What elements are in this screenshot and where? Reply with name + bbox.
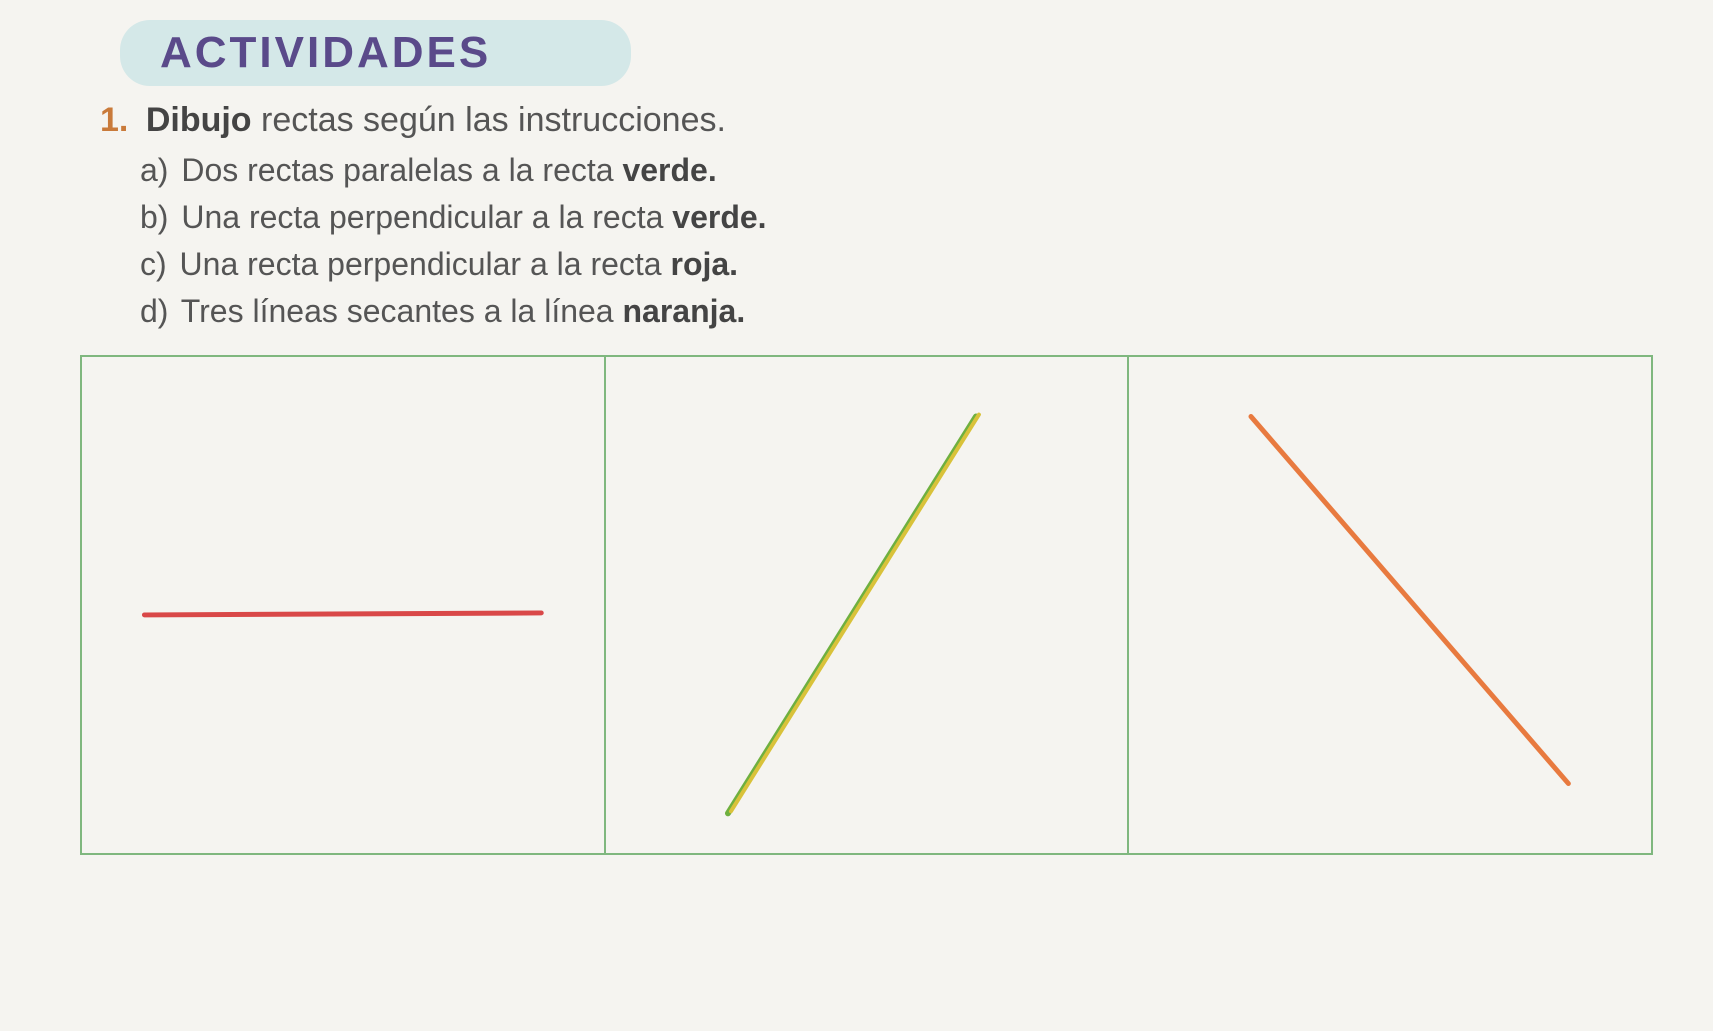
item-text: Una recta perpendicular a la recta <box>180 246 671 282</box>
box1-svg <box>82 357 604 853</box>
item-letter: b) <box>140 199 168 235</box>
item-bold: roja. <box>670 246 738 282</box>
red-line <box>144 613 541 615</box>
item-text: Tres líneas secantes a la línea <box>181 293 623 329</box>
sub-instruction-a: a) Dos rectas paralelas a la recta verde… <box>140 152 1653 189</box>
yellow-line <box>731 415 979 812</box>
box-1 <box>82 357 606 853</box>
item-text: Una recta perpendicular a la recta <box>181 199 672 235</box>
item-bold: verde. <box>672 199 766 235</box>
instructions-block: 1. Dibujo rectas según las instrucciones… <box>100 101 1653 330</box>
item-bold: verde. <box>622 152 716 188</box>
item-letter: a) <box>140 152 168 188</box>
item-bold: naranja. <box>622 293 745 329</box>
sub-instruction-b: b) Una recta perpendicular a la recta ve… <box>140 199 1653 236</box>
box2-svg <box>606 357 1128 853</box>
sub-instruction-d: d) Tres líneas secantes a la línea naran… <box>140 293 1653 330</box>
box-2 <box>606 357 1130 853</box>
header-title: ACTIVIDADES <box>160 28 491 77</box>
exercise-bold: Dibujo <box>146 101 252 139</box>
main-instruction: 1. Dibujo rectas según las instrucciones… <box>100 101 1653 140</box>
boxes-container <box>80 355 1653 855</box>
item-text: Dos rectas paralelas a la recta <box>181 152 622 188</box>
orange-line <box>1251 417 1568 784</box>
sub-instruction-c: c) Una recta perpendicular a la recta ro… <box>140 246 1653 283</box>
exercise-number: 1. <box>100 101 128 139</box>
header-badge: ACTIVIDADES <box>120 20 631 86</box>
box3-svg <box>1129 357 1651 853</box>
exercise-main-text: rectas según las instrucciones. <box>252 101 726 139</box>
item-letter: d) <box>140 293 168 329</box>
box-3 <box>1129 357 1651 853</box>
item-letter: c) <box>140 246 167 282</box>
